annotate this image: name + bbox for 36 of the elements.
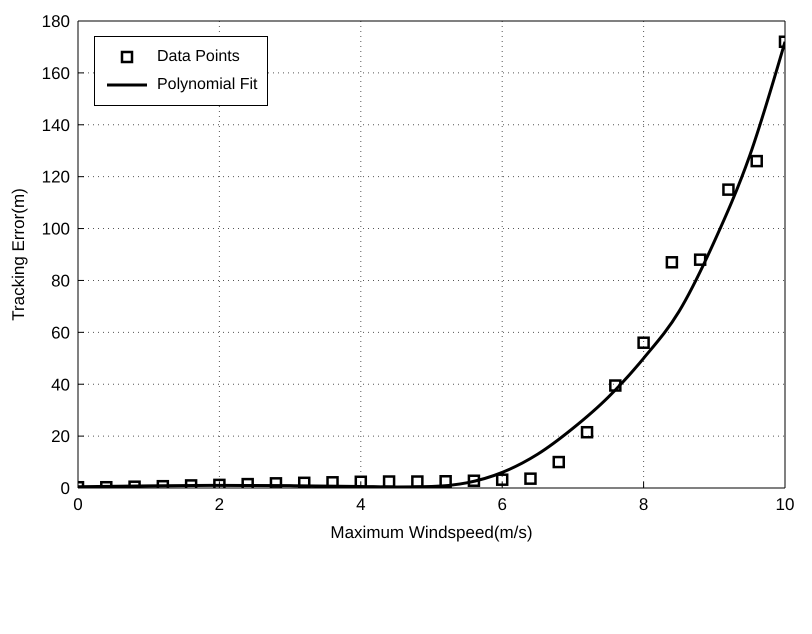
x-tick-label: 6 — [497, 495, 507, 514]
x-tick-label: 0 — [73, 495, 83, 514]
y-tick-label: 140 — [42, 116, 70, 135]
point — [241, 478, 254, 488]
y-tick-label: 80 — [51, 271, 70, 290]
point — [270, 477, 282, 488]
point — [468, 474, 480, 487]
point — [298, 476, 310, 488]
legend-label: Polynomial Fit — [157, 76, 258, 94]
point — [666, 256, 678, 269]
y-axis-title: Tracking Error(m) — [9, 188, 28, 321]
y-tick-label: 0 — [60, 479, 70, 498]
point — [722, 183, 735, 196]
point — [524, 472, 537, 485]
y-tick-label: 120 — [42, 168, 70, 187]
x-tick-label: 4 — [356, 495, 366, 514]
x-axis-title: Maximum Windspeed(m/s) — [330, 523, 533, 542]
point — [750, 154, 763, 168]
y-tick-label: 100 — [42, 220, 70, 239]
point — [496, 473, 508, 486]
y-tick-label: 180 — [42, 12, 70, 32]
point — [609, 379, 622, 392]
y-tick-label: 40 — [51, 375, 70, 394]
y-tick-label: 60 — [51, 323, 70, 342]
point — [580, 426, 594, 438]
legend-label: Data Points — [157, 48, 240, 66]
point — [213, 478, 226, 488]
y-tick-label: 160 — [42, 64, 70, 83]
point — [439, 475, 452, 488]
point — [637, 336, 650, 349]
x-tick-label: 2 — [214, 495, 224, 514]
point — [552, 456, 566, 468]
point — [694, 253, 706, 266]
y-tick-label: 20 — [51, 427, 70, 446]
x-tick-label: 10 — [776, 495, 794, 514]
x-tick-label: 8 — [638, 495, 648, 514]
